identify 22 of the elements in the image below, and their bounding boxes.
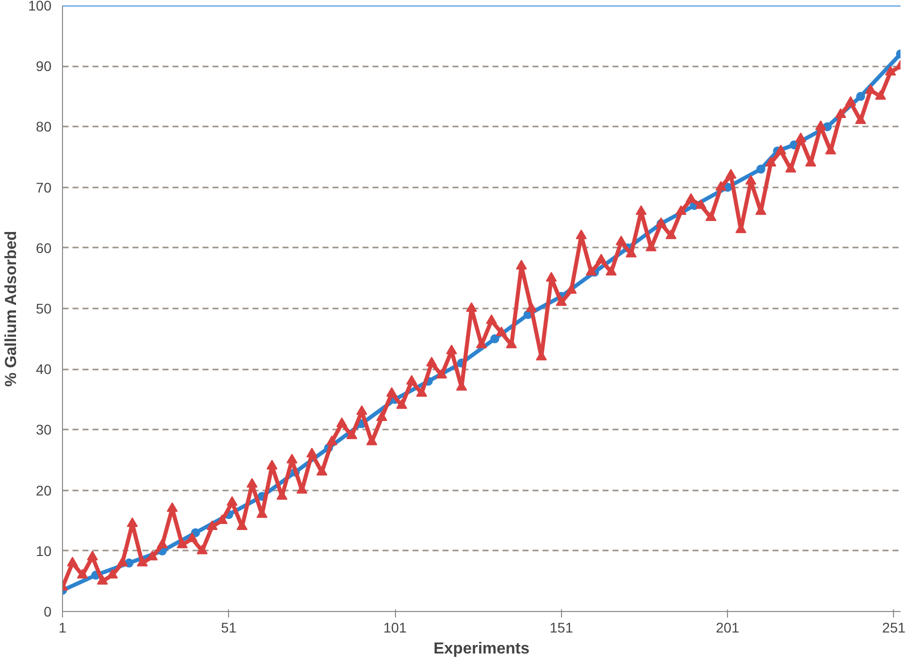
y-tick-label: 90: [36, 58, 52, 74]
y-tick-label: 60: [36, 240, 52, 256]
y-axis-title: % Gallium Adsorbed: [3, 230, 20, 387]
y-tick-label: 20: [36, 482, 52, 498]
y-tick-label: 100: [28, 0, 52, 14]
point: [856, 92, 866, 101]
y-tick-label: 80: [36, 118, 52, 135]
y-tick-label: 50: [36, 300, 52, 316]
point: [756, 164, 766, 174]
x-tick-label: 151: [550, 620, 574, 636]
x-tick-label: 251: [882, 620, 906, 636]
y-tick-label: 0: [44, 604, 52, 620]
x-axis-title: Experiments: [433, 640, 530, 658]
x-tick-label: 51: [220, 620, 237, 636]
x-tick-label: 201: [716, 620, 740, 636]
y-tick-label: 30: [36, 422, 52, 438]
x-tick-label: 1: [58, 620, 67, 636]
y-tick-label: 10: [36, 542, 52, 559]
x-tick-label: 101: [383, 620, 407, 636]
y-tick-label: 70: [36, 179, 52, 196]
point: [490, 334, 500, 344]
y-tick-label: 40: [36, 361, 52, 378]
